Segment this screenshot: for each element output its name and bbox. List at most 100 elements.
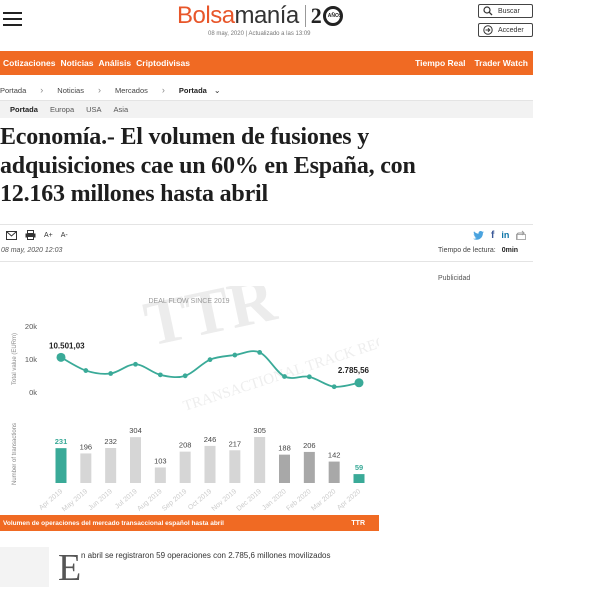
font-decrease-button[interactable]: A-	[60, 231, 68, 239]
anniversary-digit: 2	[310, 3, 322, 28]
line-point	[331, 384, 337, 390]
facebook-icon[interactable]: f	[491, 229, 495, 241]
reading-time: Tiempo de lectura: 0min	[438, 247, 518, 254]
breadcrumb-item-portada[interactable]: Portada	[0, 85, 27, 95]
x-tick-label: Dec 2019	[235, 488, 263, 513]
line-point	[306, 374, 312, 380]
logo-text-part1: Bolsa	[177, 2, 235, 29]
twitter-icon[interactable]	[473, 230, 484, 240]
x-tick-label: Jun 2019	[87, 488, 114, 512]
section-subnav: Portada Europa USA Asia	[0, 101, 533, 118]
line-point	[56, 352, 66, 362]
line-point	[257, 350, 263, 355]
transaction-bar	[105, 448, 117, 483]
article-date: 08 may, 2020 12:03	[1, 247, 63, 254]
linkedin-icon[interactable]: in	[501, 230, 510, 240]
logo-text-part2: manía	[234, 2, 300, 29]
line-point	[207, 357, 213, 363]
transaction-bar	[55, 448, 67, 483]
bar-data-label: 304	[129, 426, 142, 435]
headline-line: 12.163 millones hasta abril	[0, 181, 268, 207]
lead-side-box	[0, 547, 49, 587]
divider	[0, 224, 533, 225]
subnav-item-usa[interactable]: USA	[86, 105, 102, 114]
share-icon[interactable]	[516, 230, 527, 240]
transaction-bar	[353, 474, 365, 483]
article-tools: A+ A-	[6, 229, 76, 241]
search-button[interactable]: Buscar	[478, 4, 533, 18]
chevron-down-icon[interactable]: ⌄	[213, 85, 221, 95]
bar-data-label: 206	[303, 441, 316, 450]
anniversary-years-text: AÑOS	[327, 13, 343, 19]
social-share: f in	[466, 228, 527, 242]
nav-item-criptodivisas[interactable]: Criptodivisas	[136, 58, 190, 68]
nav-item-tiemporeal[interactable]: Tiempo Real	[415, 58, 466, 68]
line-data-label-first: 10.501,03	[49, 341, 85, 350]
login-button[interactable]: Acceder	[478, 23, 533, 37]
bar-data-label: 231	[55, 437, 68, 446]
subnav-item-asia[interactable]: Asia	[113, 105, 129, 114]
transaction-bar	[328, 461, 340, 483]
reading-time-value: 0min	[501, 247, 519, 254]
bar-data-label: 142	[328, 451, 341, 460]
line-point	[133, 361, 138, 367]
nav-item-noticias[interactable]: Noticias	[60, 58, 94, 68]
breadcrumb: Portada › Noticias › Mercados › Portada …	[0, 82, 533, 98]
line-point	[157, 372, 163, 378]
bar-data-label: 188	[278, 444, 291, 453]
nav-item-anlisis[interactable]: Análisis	[98, 58, 132, 68]
y-axis-label-value: Total value (EURm)	[12, 333, 18, 385]
bar-data-label: 217	[229, 439, 242, 448]
menu-icon[interactable]	[3, 12, 22, 28]
transaction-bar	[130, 437, 141, 483]
headline-line: adquisiciones cae un 60% en España, con	[0, 152, 416, 179]
chart-source: TTR	[351, 519, 365, 527]
transaction-bar	[303, 451, 315, 483]
nav-item-cotizaciones[interactable]: Cotizaciones	[3, 58, 56, 68]
x-tick-label: Mar 2020	[310, 488, 337, 512]
breadcrumb-item-mercados[interactable]: Mercados	[114, 85, 148, 95]
chart-title: DEAL FLOW SINCE 2019	[148, 298, 229, 305]
bar-data-label: 232	[104, 437, 117, 446]
nav-item-traderwatch[interactable]: Trader Watch	[474, 58, 528, 68]
x-tick-label: Nov 2019	[211, 488, 239, 513]
article-lead: n abril se registraron 59 operaciones co…	[81, 551, 331, 560]
transaction-bar	[254, 437, 266, 483]
anniversary-logo: 2 AÑOS	[311, 3, 343, 29]
subnav-item-portada[interactable]: Portada	[10, 105, 38, 114]
search-icon	[483, 6, 493, 16]
transaction-bar	[279, 454, 290, 483]
bar-data-label: 196	[80, 442, 93, 451]
print-icon[interactable]	[25, 230, 36, 240]
breadcrumb-item-noticias[interactable]: Noticias	[57, 85, 84, 95]
transaction-bar	[229, 450, 241, 483]
line-data-label-last: 2.785,56	[338, 366, 370, 375]
line-point	[232, 352, 238, 358]
breadcrumb-chevron-icon: ›	[97, 85, 101, 95]
x-tick-label: Sep 2019	[161, 488, 189, 513]
x-tick-label: Apr 2020	[336, 488, 362, 512]
login-button-label: Acceder	[498, 26, 524, 34]
x-tick-label: Oct 2019	[187, 488, 213, 512]
x-tick-label: Aug 2019	[136, 488, 164, 513]
breadcrumb-item-current[interactable]: Portada	[178, 85, 207, 95]
breadcrumb-chevron-icon: ›	[40, 85, 44, 95]
site-logo[interactable]: Bolsa manía 2 AÑOS	[177, 2, 343, 30]
x-tick-label: Jan 2020	[261, 488, 288, 512]
line-point	[108, 371, 114, 376]
headline-line: Economía.- El volumen de fusiones y	[0, 124, 370, 150]
divider	[0, 100, 533, 101]
bar-data-label: 305	[253, 426, 266, 435]
bar-data-label: 246	[204, 435, 217, 444]
font-increase-button[interactable]: A+	[44, 231, 53, 239]
chart-caption-bar: Volumen de operaciones del mercado trans…	[0, 515, 379, 531]
bar-data-label: 208	[179, 441, 192, 450]
y-tick-label: 10k	[25, 355, 37, 364]
y-tick-label: 20k	[25, 322, 37, 331]
subnav-item-europa[interactable]: Europa	[49, 105, 75, 114]
bar-data-label: 59	[355, 463, 363, 472]
transaction-bar	[179, 451, 191, 483]
logo-separator	[304, 5, 306, 27]
email-icon[interactable]	[6, 230, 17, 240]
